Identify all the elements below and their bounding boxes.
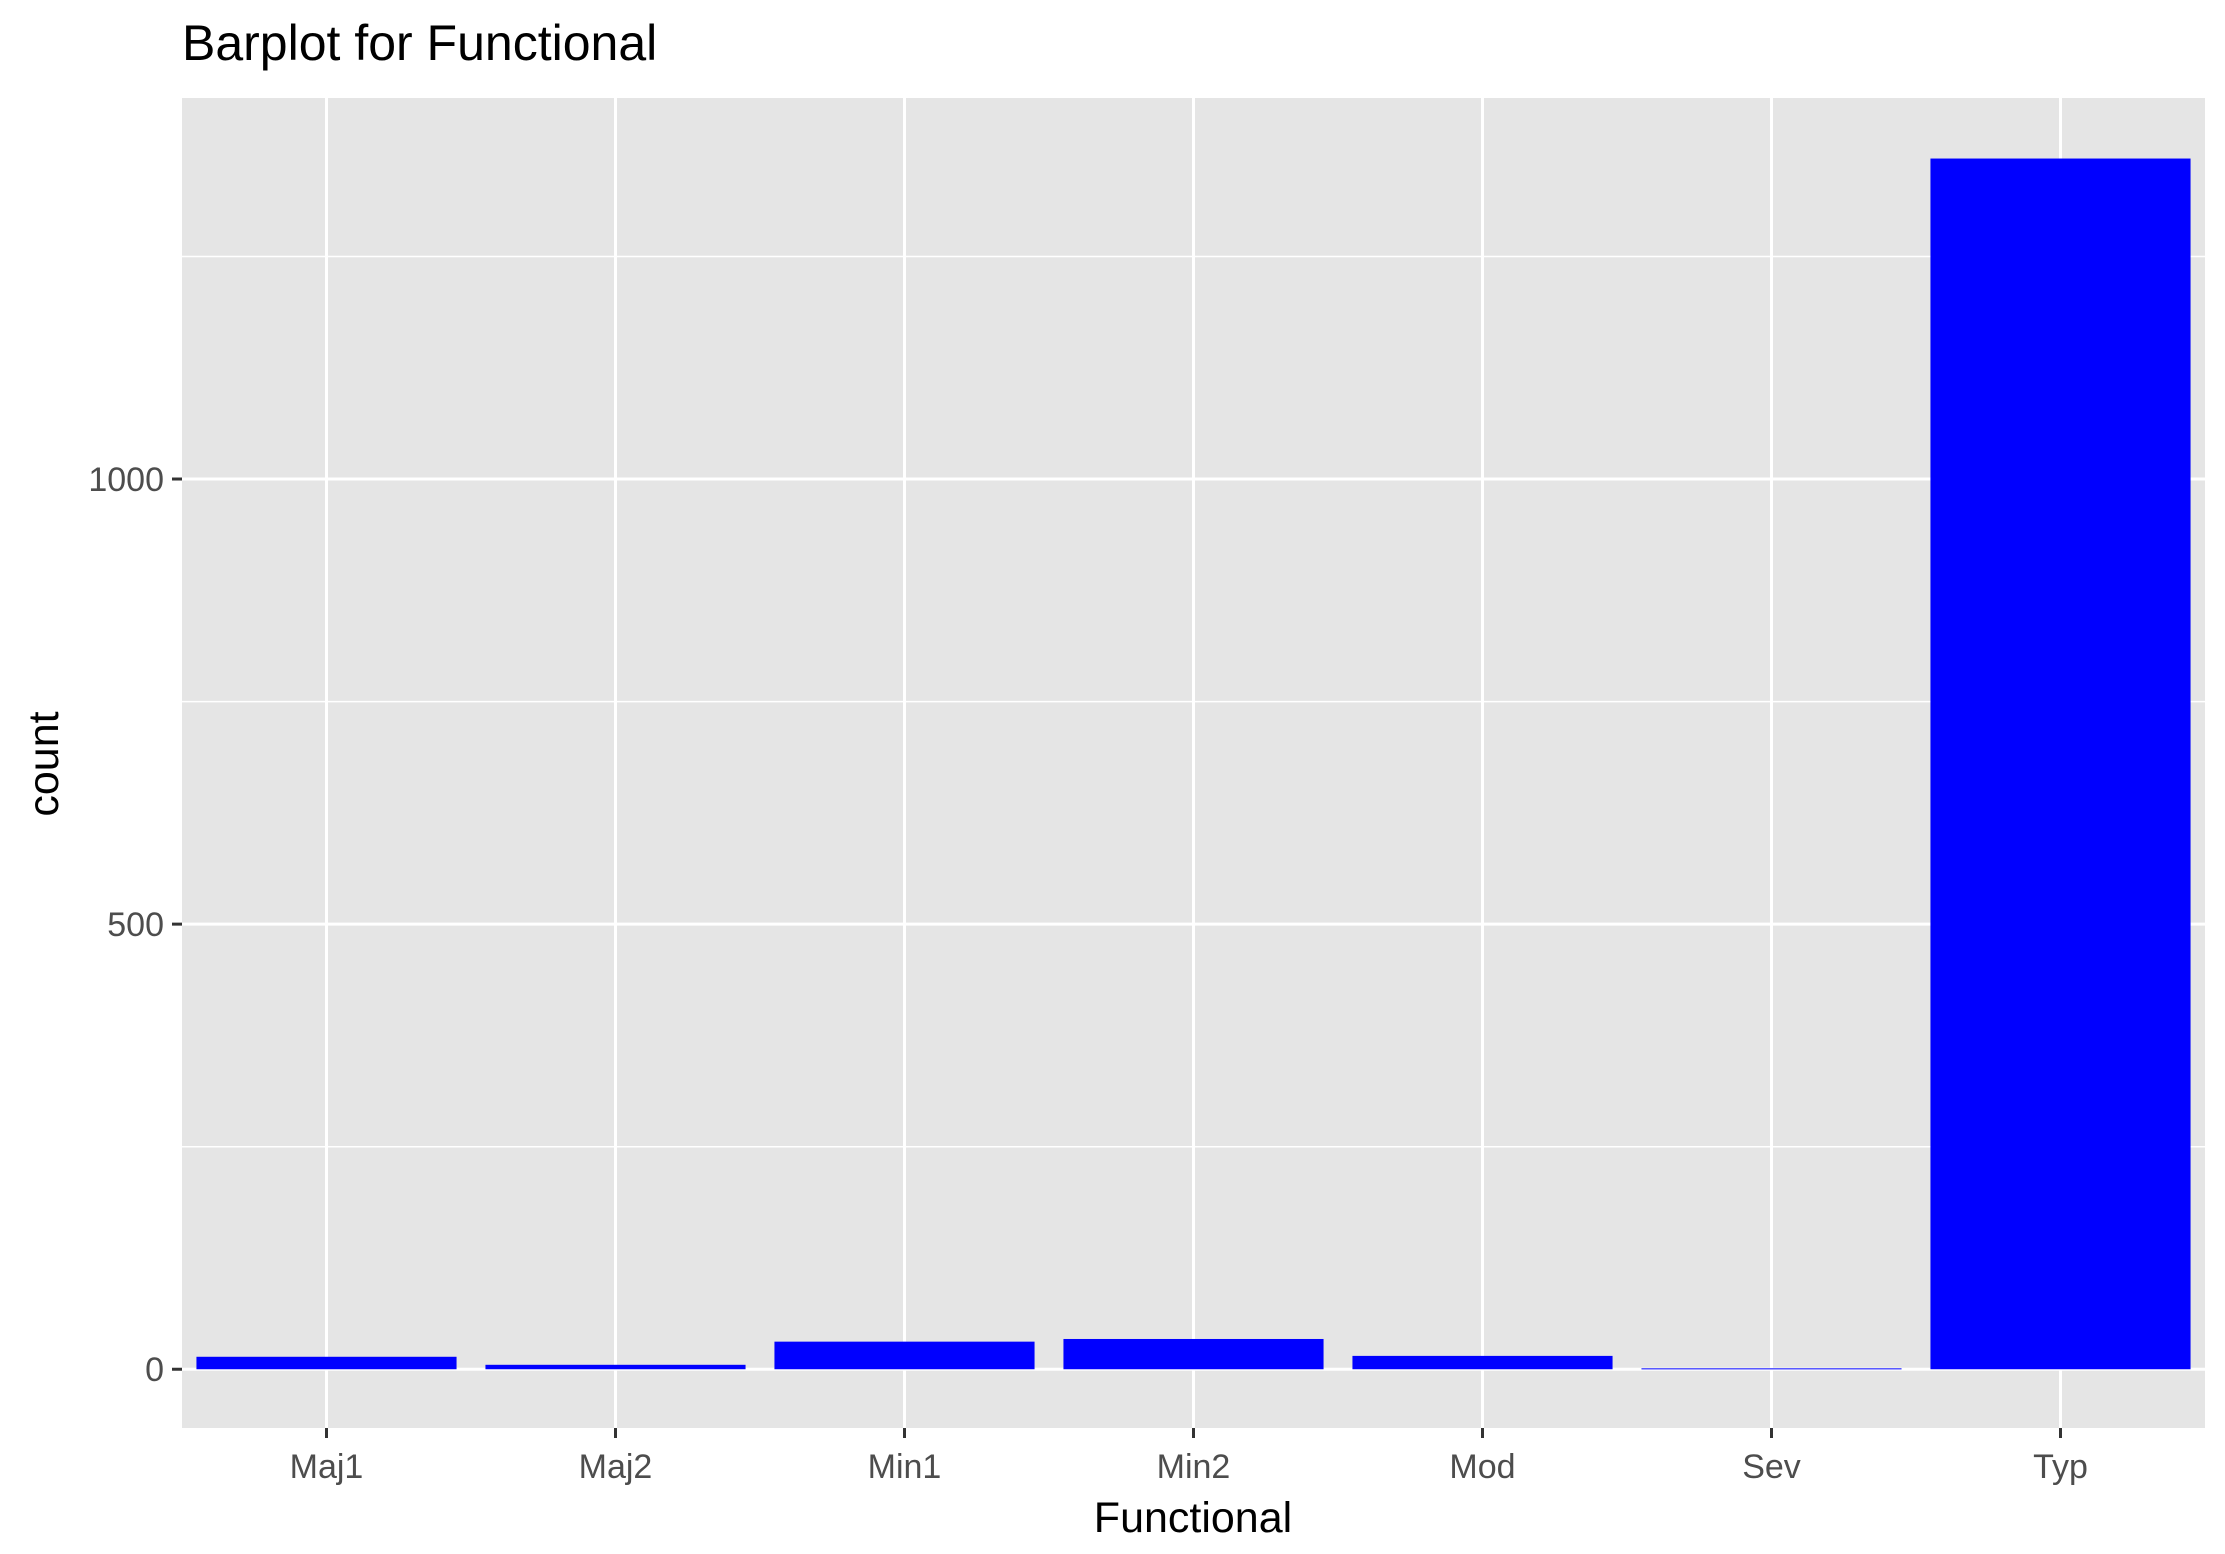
chart-title: Barplot for Functional — [182, 15, 657, 71]
bars — [196, 158, 2191, 1370]
x-tick-label: Sev — [1742, 1448, 1801, 1486]
y-axis: 0 500 1000 — [88, 461, 182, 1389]
x-tick-label: Min2 — [1157, 1448, 1231, 1486]
bar-typ — [1930, 158, 2191, 1370]
bar-mod — [1352, 1355, 1613, 1370]
y-tick-label: 1000 — [88, 461, 164, 499]
x-tick-label: Maj2 — [579, 1448, 653, 1486]
y-tick-label: 500 — [107, 906, 164, 944]
x-tick-label: Min1 — [868, 1448, 942, 1486]
bar-min2 — [1063, 1338, 1324, 1370]
bar-maj2 — [485, 1364, 746, 1370]
bar-maj1 — [196, 1356, 457, 1370]
bar-sev — [1641, 1368, 1902, 1370]
y-tick-label: 0 — [145, 1351, 164, 1389]
x-tick-label: Mod — [1449, 1448, 1515, 1486]
y-axis-title: count — [20, 711, 68, 816]
x-axis: Maj1 Maj2 Min1 Min2 Mod Sev Typ — [290, 1428, 2088, 1486]
x-tick-label: Typ — [2033, 1448, 2088, 1486]
x-axis-title: Functional — [1094, 1494, 1292, 1542]
x-tick-label: Maj1 — [290, 1448, 364, 1486]
bar-min1 — [774, 1341, 1035, 1370]
